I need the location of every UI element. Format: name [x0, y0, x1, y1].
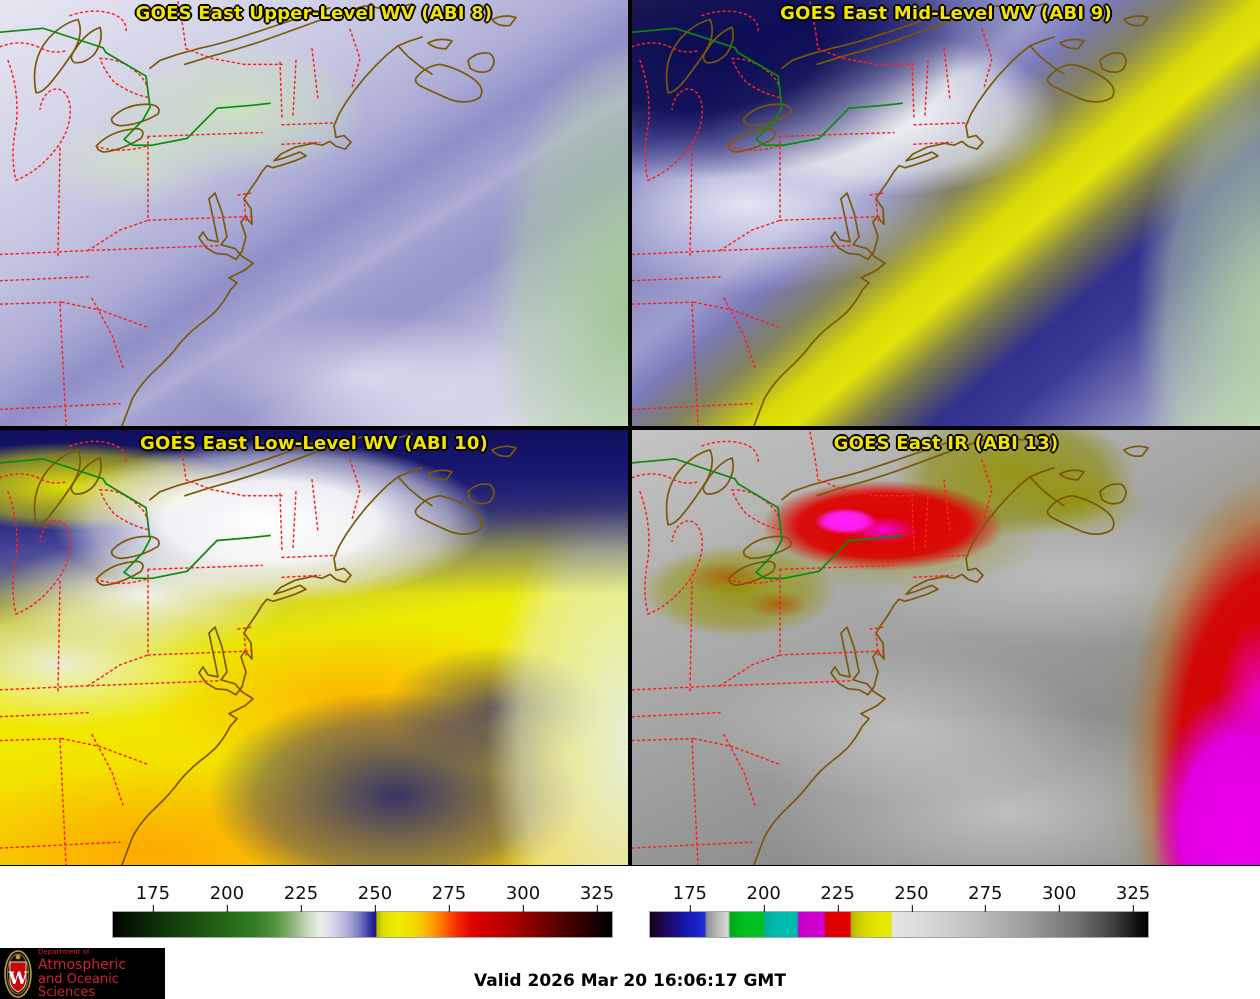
logo-line2: and Oceanic Sciences: [38, 971, 119, 999]
tick-label: 225: [283, 883, 319, 912]
panel-title-abi10: GOES East Low-Level WV (ABI 10): [140, 433, 488, 454]
tick-label: 325: [1115, 883, 1151, 912]
panel-ir: GOES East IR (ABI 13): [632, 430, 1260, 865]
tick-label: 325: [579, 883, 615, 912]
map-overlay: [0, 1, 517, 426]
panel-upper-level-wv: GOES East Upper-Level WV (ABI 8): [0, 0, 628, 426]
tick-label: 175: [135, 883, 171, 912]
wv-colorbar-gradient: [112, 911, 613, 938]
tick-label: 250: [357, 883, 393, 912]
panel-mid-level-wv: GOES East Mid-Level WV (ABI 9): [632, 0, 1260, 426]
tick-label: 300: [1042, 883, 1077, 912]
panel-title-abi9: GOES East Mid-Level WV (ABI 9): [780, 3, 1112, 24]
tick-label: 250: [894, 883, 929, 912]
footer: 175 200 225 250 275 300 325 175 200 225 …: [0, 866, 1260, 999]
map-overlay: [632, 431, 1149, 865]
ir-colorbar-ticks: 175 200 225 250 275 300 325: [650, 878, 1151, 912]
tick-label: 200: [209, 883, 245, 912]
tick-label: 175: [672, 883, 708, 912]
panel-grid: GOES East Upper-Level WV (ABI 8) GOES Ea…: [0, 0, 1260, 866]
tick-label: 225: [820, 883, 855, 912]
map-overlay: [632, 1, 1149, 426]
ir-colorbar: 175 200 225 250 275 300 325: [649, 878, 1151, 944]
tick-label: 200: [746, 883, 781, 912]
panel-title-abi8: GOES East Upper-Level WV (ABI 8): [135, 3, 493, 24]
valid-timestamp: Valid 2026 Mar 20 16:06:17 GMT: [474, 971, 786, 991]
uw-monogram: W: [7, 969, 28, 989]
uw-crest-icon: W: [4, 949, 32, 998]
panel-low-level-wv: GOES East Low-Level WV (ABI 10): [0, 430, 628, 865]
panel-title-abi13: GOES East IR (ABI 13): [833, 433, 1059, 454]
ir-colorbar-gradient: [649, 911, 1149, 938]
logo-text: Department of Atmospheric and Oceanic Sc…: [38, 947, 165, 999]
wv-colorbar-ticks: 175 200 225 250 275 300 325: [113, 878, 615, 912]
tick-label: 275: [431, 883, 467, 912]
wv-colorbar: 175 200 225 250 275 300 325: [112, 878, 615, 944]
uw-aos-logo: W Department of Atmospheric and Oceanic …: [0, 948, 165, 999]
logo-line1: Atmospheric: [38, 956, 127, 973]
map-overlay: [0, 431, 517, 865]
tick-label: 275: [968, 883, 1003, 912]
logo-dept-label: Department of: [38, 947, 90, 956]
tick-label: 300: [505, 883, 541, 912]
